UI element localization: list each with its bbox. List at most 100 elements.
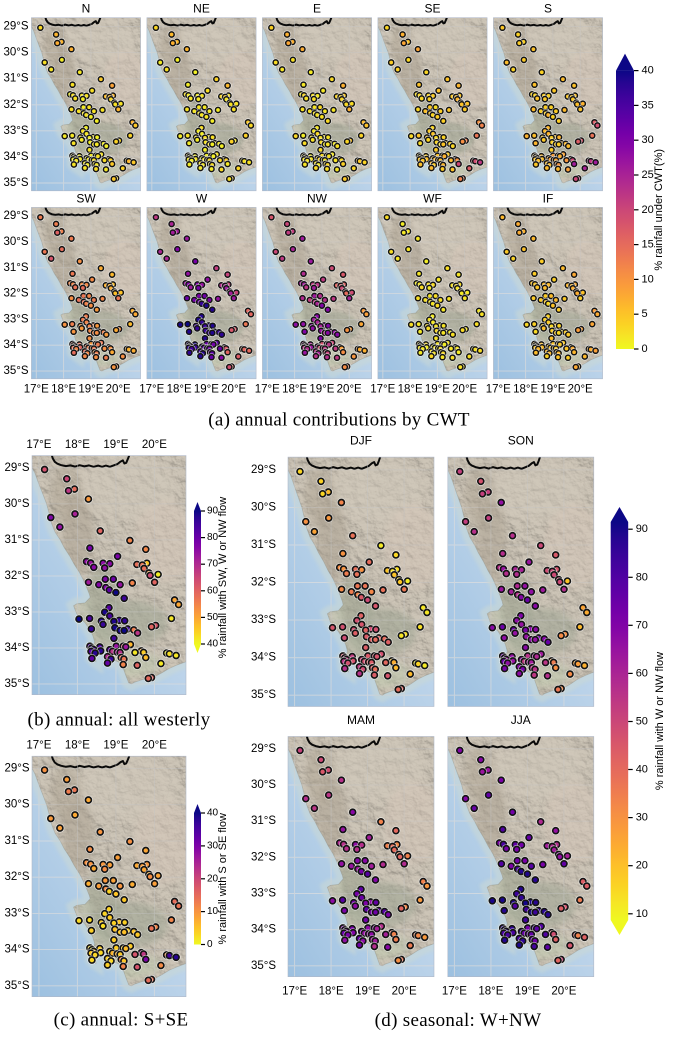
- svg-text:29°S: 29°S: [3, 21, 28, 33]
- svg-text:34°S: 34°S: [251, 652, 276, 664]
- svg-text:19°E: 19°E: [540, 384, 565, 396]
- svg-text:40: 40: [642, 65, 654, 77]
- svg-text:20: 20: [636, 860, 648, 872]
- svg-text:32°S: 32°S: [3, 288, 28, 300]
- svg-text:31°S: 31°S: [3, 262, 28, 274]
- svg-text:30: 30: [207, 840, 219, 851]
- svg-text:29°S: 29°S: [3, 210, 28, 222]
- svg-text:32°S: 32°S: [251, 577, 276, 589]
- svg-text:30°S: 30°S: [251, 501, 276, 513]
- svg-text:31°S: 31°S: [3, 73, 28, 85]
- svg-text:17°E: 17°E: [255, 384, 280, 396]
- svg-text:% rainfall under CWT(%): % rainfall under CWT(%): [653, 149, 665, 271]
- svg-text:50: 50: [636, 716, 648, 728]
- svg-text:19°E: 19°E: [309, 384, 334, 396]
- svg-text:19°E: 19°E: [515, 986, 540, 998]
- svg-text:34°S: 34°S: [4, 642, 29, 654]
- svg-text:20°E: 20°E: [106, 384, 131, 396]
- svg-text:W: W: [196, 192, 208, 206]
- svg-text:18°E: 18°E: [167, 384, 192, 396]
- svg-text:NE: NE: [193, 2, 210, 16]
- svg-text:20°E: 20°E: [337, 384, 362, 396]
- svg-text:80: 80: [207, 532, 219, 543]
- svg-text:(b) annual: all westerly: (b) annual: all westerly: [28, 710, 211, 731]
- svg-text:33°S: 33°S: [4, 907, 29, 919]
- svg-text:31°S: 31°S: [4, 835, 29, 847]
- svg-text:35°S: 35°S: [3, 365, 28, 377]
- svg-text:19°E: 19°E: [355, 986, 380, 998]
- svg-text:40: 40: [207, 639, 219, 650]
- svg-text:5: 5: [642, 308, 648, 320]
- svg-text:IF: IF: [543, 192, 554, 206]
- svg-text:10: 10: [207, 906, 219, 917]
- svg-text:29°S: 29°S: [251, 743, 276, 755]
- svg-text:0: 0: [207, 939, 213, 950]
- svg-text:18°E: 18°E: [513, 384, 538, 396]
- svg-text:17°E: 17°E: [442, 986, 467, 998]
- svg-text:19°E: 19°E: [78, 384, 103, 396]
- svg-text:0: 0: [642, 343, 648, 355]
- svg-text:10: 10: [642, 273, 654, 285]
- svg-text:35°S: 35°S: [251, 689, 276, 701]
- svg-text:30°S: 30°S: [251, 779, 276, 791]
- svg-text:32°S: 32°S: [4, 570, 29, 582]
- svg-text:30°S: 30°S: [4, 498, 29, 510]
- svg-text:33°S: 33°S: [251, 614, 276, 626]
- svg-text:% rainfall with W or NW flow: % rainfall with W or NW flow: [654, 652, 666, 790]
- svg-text:32°S: 32°S: [4, 871, 29, 883]
- svg-text:70: 70: [207, 559, 219, 570]
- svg-text:35°S: 35°S: [4, 678, 29, 690]
- svg-text:19°E: 19°E: [425, 384, 450, 396]
- svg-text:33°S: 33°S: [3, 125, 28, 137]
- svg-text:NW: NW: [307, 192, 328, 206]
- svg-text:18°E: 18°E: [51, 384, 76, 396]
- svg-text:19°E: 19°E: [103, 439, 128, 451]
- svg-text:35°S: 35°S: [251, 960, 276, 972]
- svg-text:31°S: 31°S: [251, 815, 276, 827]
- svg-text:20°E: 20°E: [568, 384, 593, 396]
- svg-text:31°S: 31°S: [251, 539, 276, 551]
- svg-text:18°E: 18°E: [65, 740, 90, 752]
- svg-text:(d) seasonal: W+NW: (d) seasonal: W+NW: [375, 1010, 542, 1031]
- svg-text:30°S: 30°S: [3, 47, 28, 59]
- svg-text:70: 70: [636, 619, 648, 631]
- svg-text:19°E: 19°E: [103, 740, 128, 752]
- svg-text:29°S: 29°S: [251, 464, 276, 476]
- svg-text:JJA: JJA: [511, 713, 531, 727]
- svg-text:(a) annual contributions by CW: (a) annual contributions by CWT: [208, 410, 470, 431]
- svg-text:29°S: 29°S: [4, 462, 29, 474]
- svg-text:40: 40: [207, 808, 219, 819]
- svg-text:50: 50: [207, 612, 219, 623]
- svg-text:29°S: 29°S: [4, 763, 29, 775]
- svg-text:20°E: 20°E: [551, 986, 576, 998]
- svg-text:17°E: 17°E: [26, 439, 51, 451]
- svg-text:17°E: 17°E: [139, 384, 164, 396]
- svg-text:32°S: 32°S: [251, 851, 276, 863]
- svg-text:90: 90: [636, 523, 648, 535]
- svg-text:33°S: 33°S: [4, 606, 29, 618]
- svg-text:60: 60: [636, 667, 648, 679]
- svg-text:25: 25: [642, 169, 654, 181]
- svg-text:35: 35: [642, 99, 654, 111]
- svg-text:30: 30: [636, 812, 648, 824]
- svg-text:33°S: 33°S: [251, 888, 276, 900]
- svg-text:34°S: 34°S: [3, 151, 28, 163]
- svg-text:S: S: [544, 2, 552, 16]
- svg-text:20°E: 20°E: [452, 384, 477, 396]
- svg-text:20°E: 20°E: [142, 740, 167, 752]
- svg-text:DJF: DJF: [350, 434, 372, 448]
- svg-text:20: 20: [642, 204, 654, 216]
- svg-text:15: 15: [642, 239, 654, 251]
- svg-text:20°E: 20°E: [392, 986, 417, 998]
- svg-text:18°E: 18°E: [65, 439, 90, 451]
- svg-text:E: E: [313, 2, 321, 16]
- svg-text:34°S: 34°S: [3, 339, 28, 351]
- svg-text:(c) annual: S+SE: (c) annual: S+SE: [54, 1010, 189, 1031]
- svg-text:35°S: 35°S: [4, 980, 29, 992]
- svg-text:20°E: 20°E: [221, 384, 246, 396]
- svg-text:WF: WF: [423, 192, 442, 206]
- svg-text:% rainfall with S or SE flow: % rainfall with S or SE flow: [217, 813, 229, 944]
- svg-text:90: 90: [207, 506, 219, 517]
- svg-text:17°E: 17°E: [282, 986, 307, 998]
- svg-text:20°E: 20°E: [142, 439, 167, 451]
